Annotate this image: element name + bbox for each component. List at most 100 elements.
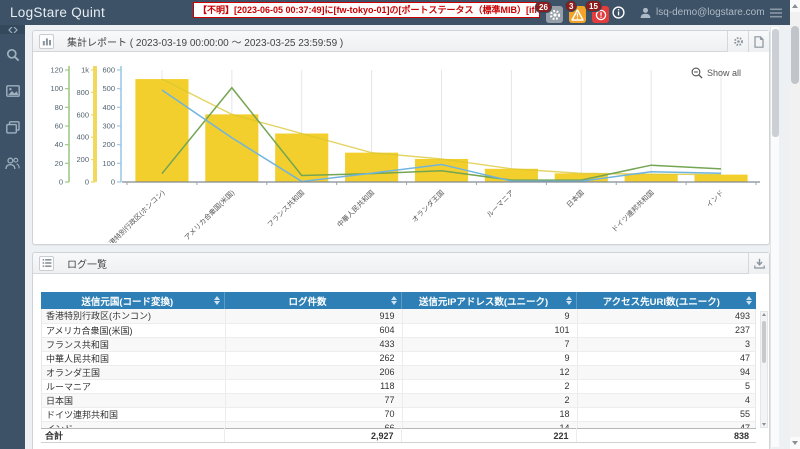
list-icon: [42, 258, 52, 268]
value-cell: 5: [577, 379, 756, 393]
scroll-up-arrow[interactable]: [761, 313, 767, 316]
svg-text:100: 100: [50, 84, 63, 93]
value-cell: 77: [225, 393, 402, 407]
sidebar-item-search[interactable]: [0, 40, 25, 70]
table-scrollbar[interactable]: [760, 311, 768, 428]
report-settings-button[interactable]: [727, 31, 748, 52]
zoom-out-icon: [691, 67, 703, 79]
table-row[interactable]: 香港特別行政区(ホンコン)9199493: [42, 309, 756, 323]
svg-text:800: 800: [76, 88, 89, 97]
alert-banner[interactable]: 【不明】[2023-06-05 00:37:49]に[fw-tokyo-01]の…: [193, 2, 540, 18]
value-cell: 2: [402, 379, 577, 393]
value-cell: 118: [225, 379, 402, 393]
column-header[interactable]: アクセス先URI数(ユニーク): [576, 292, 756, 309]
download-csv-button[interactable]: [748, 253, 769, 274]
svg-text:80: 80: [55, 103, 63, 112]
svg-text:インド: インド: [706, 189, 726, 209]
log-table-body: 香港特別行政区(ホンコン)9199493アメリカ合衆国(米国)604101237…: [41, 309, 756, 428]
total-cell: 838: [576, 429, 756, 443]
show-all-button[interactable]: Show all: [691, 67, 741, 79]
table-row[interactable]: フランス共和国43373: [42, 337, 756, 351]
country-cell: ドイツ連邦共和国: [42, 407, 225, 421]
table-row[interactable]: ルーマニア11825: [42, 379, 756, 393]
value-cell: 433: [225, 337, 402, 351]
svg-text:アメリカ合衆国(米国): アメリカ合衆国(米国): [182, 188, 236, 242]
svg-text:200: 200: [76, 155, 89, 164]
sidebar-item-logs[interactable]: [0, 112, 25, 142]
sidebar-item-users[interactable]: [0, 148, 25, 178]
users-icon: [5, 157, 20, 170]
value-cell: 9: [402, 351, 577, 365]
column-header[interactable]: 送信元国(コード変換): [41, 292, 224, 309]
svg-text:400: 400: [76, 133, 89, 142]
log-panel-header: ログ一覧: [33, 253, 769, 274]
log-table-total: 合計2,927221838: [41, 428, 756, 443]
column-header[interactable]: 送信元IPアドレス数(ユニーク): [401, 292, 576, 309]
svg-text:フランス共和国: フランス共和国: [265, 188, 306, 229]
table-row[interactable]: インド661447: [42, 421, 756, 428]
value-cell: 3: [577, 337, 756, 351]
alert-text: 【不明】[2023-06-05 00:37:49]に[fw-tokyo-01]の…: [198, 5, 540, 15]
value-cell: 4: [577, 393, 756, 407]
svg-text:120: 120: [50, 66, 63, 75]
value-cell: 9: [402, 309, 577, 323]
value-cell: 237: [577, 323, 756, 337]
table-row[interactable]: アメリカ合衆国(米国)604101237: [42, 323, 756, 337]
svg-text:40: 40: [55, 140, 63, 149]
info-icon: [612, 6, 625, 19]
sidebar-collapse-button[interactable]: [0, 25, 25, 34]
sort-icon[interactable]: [566, 296, 572, 305]
value-cell: 101: [402, 323, 577, 337]
combo-chart[interactable]: 02040608010012002004006008001k0100200300…: [39, 53, 765, 243]
value-cell: 493: [577, 309, 756, 323]
sort-icon[interactable]: [214, 296, 220, 305]
chart-area: 02040608010012002004006008001k0100200300…: [33, 52, 769, 244]
value-cell: 47: [577, 351, 756, 365]
table-row[interactable]: オランダ王国2061294: [42, 365, 756, 379]
value-cell: 47: [577, 421, 756, 428]
table-row[interactable]: ドイツ連邦共和国701855: [42, 407, 756, 421]
scroll-down-arrow[interactable]: [761, 423, 767, 426]
content-scrollbar-thumb[interactable]: [772, 29, 779, 137]
sort-icon[interactable]: [746, 296, 752, 305]
table-scrollbar-thumb[interactable]: [762, 321, 766, 363]
report-panel-header: 集計レポート ( 2023-03-19 00:00:00 ～ 2023-03-2…: [33, 31, 769, 52]
app-logo[interactable]: LogStare Quint: [10, 0, 105, 25]
content-scrollbar[interactable]: [770, 27, 779, 447]
country-cell: 香港特別行政区(ホンコン): [42, 309, 225, 323]
page-scrollbar[interactable]: [790, 0, 800, 449]
log-table-area: 送信元国(コード変換)ログ件数送信元IPアドレス数(ユニーク)アクセス先URI数…: [41, 292, 756, 443]
show-all-label: Show all: [707, 68, 741, 78]
report-image-icon: [6, 85, 20, 97]
svg-text:0: 0: [111, 178, 115, 187]
table-row[interactable]: 中華人民共和国262947: [42, 351, 756, 365]
value-cell: 66: [225, 421, 402, 428]
value-cell: 14: [402, 421, 577, 428]
page-scroll-down-button[interactable]: [790, 437, 800, 449]
report-panel-title: 集計レポート ( 2023-03-19 00:00:00 ～ 2023-03-2…: [67, 34, 343, 49]
menu-icon: [770, 8, 782, 18]
svg-text:中華人民共和国: 中華人民共和国: [335, 188, 376, 229]
collapse-arrows-icon: [8, 27, 18, 33]
table-row[interactable]: 日本国7724: [42, 393, 756, 407]
log-table-header: 送信元国(コード変換)ログ件数送信元IPアドレス数(ユニーク)アクセス先URI数…: [41, 292, 756, 309]
sort-icon[interactable]: [391, 296, 397, 305]
page-scrollbar-thumb[interactable]: [791, 26, 799, 84]
user-menu[interactable]: lsq-demo@logstare.com: [640, 0, 782, 25]
total-cell: 合計: [41, 429, 224, 443]
sidebar-item-report[interactable]: [0, 76, 25, 106]
value-cell: 55: [577, 407, 756, 421]
report-panel: 集計レポート ( 2023-03-19 00:00:00 ～ 2023-03-2…: [32, 30, 770, 245]
chart-panel-iconbox: [39, 34, 54, 49]
country-cell: アメリカ合衆国(米国): [42, 323, 225, 337]
user-icon: [640, 7, 651, 19]
info-button[interactable]: [612, 6, 625, 19]
country-cell: フランス共和国: [42, 337, 225, 351]
report-export-button[interactable]: [748, 31, 769, 52]
column-header[interactable]: ログ件数: [224, 292, 401, 309]
download-icon: [754, 258, 765, 269]
value-cell: 604: [225, 323, 402, 337]
country-cell: ルーマニア: [42, 379, 225, 393]
country-cell: 日本国: [42, 393, 225, 407]
page-scroll-up-button[interactable]: [790, 0, 800, 12]
